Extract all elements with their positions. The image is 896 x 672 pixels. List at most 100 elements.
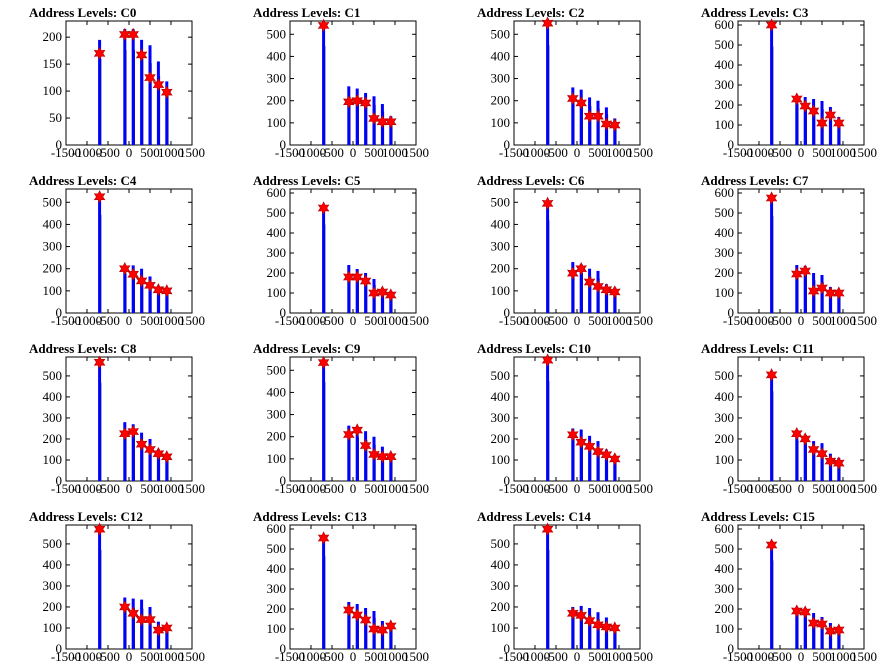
x-tick-label: -1000	[72, 481, 102, 496]
x-tick-label: -1500	[499, 145, 529, 160]
panel-title: Address Levels: C3	[701, 5, 809, 20]
histogram-spike-1	[571, 606, 575, 649]
y-tick-label: 100	[491, 452, 511, 467]
peak-marker-0	[541, 353, 554, 367]
peak-marker-2	[575, 608, 587, 623]
peak-marker-6	[385, 619, 397, 633]
histogram-spike-3	[588, 268, 592, 313]
peak-marker-3	[807, 442, 820, 457]
x-tick-label: 1500	[851, 313, 877, 328]
x-tick-label: -500	[768, 481, 792, 496]
x-tick-label: 500	[364, 481, 384, 496]
histogram-spike-6	[837, 291, 841, 313]
peak-marker-0	[93, 46, 106, 61]
peak-marker-4	[816, 116, 828, 130]
x-tick-label: -1500	[723, 313, 753, 328]
y-tick-label: 200	[267, 429, 287, 444]
x-tick-label: -500	[96, 481, 120, 496]
x-tick-label: 1000	[382, 313, 408, 328]
y-tick-label: 200	[267, 601, 287, 616]
x-tick-label: 1500	[627, 145, 653, 160]
histogram-spike-0	[770, 541, 774, 649]
plot-frame	[289, 20, 417, 146]
y-tick-label: 200	[491, 431, 511, 446]
x-tick-label: 0	[574, 313, 581, 328]
panel-title: Address Levels: C5	[253, 173, 361, 188]
peak-marker-2	[799, 605, 811, 619]
panel-c1: Address Levels: C1 0 100 200 300 400 500 -1500-…	[253, 5, 429, 160]
x-tick-label: 1000	[158, 649, 184, 664]
y-tick-label: 300	[491, 410, 511, 425]
y-tick-label: 300	[715, 245, 735, 260]
x-tick-label: 0	[798, 649, 805, 664]
histogram-spike-1	[123, 422, 127, 481]
histogram-spike-2	[355, 269, 359, 313]
y-tick-label: 100	[267, 451, 287, 466]
y-tick-label: 300	[491, 578, 511, 593]
y-tick-label: 0	[280, 473, 287, 488]
histogram-spike-1	[795, 607, 799, 649]
peak-marker-6	[385, 115, 397, 129]
x-tick-label: 1000	[158, 145, 184, 160]
histogram-spike-3	[364, 608, 368, 649]
panel-title: Address Levels: C9	[253, 341, 361, 356]
histogram-spike-2	[579, 605, 583, 649]
y-tick-label: 500	[491, 26, 511, 41]
peak-marker-3	[583, 439, 596, 453]
peak-marker-3	[807, 616, 820, 630]
peak-marker-3	[135, 437, 148, 451]
x-tick-label: -500	[96, 145, 120, 160]
histogram-spike-4	[596, 441, 600, 481]
histogram-spike-6	[613, 287, 617, 313]
peak-marker-2	[127, 267, 139, 281]
histogram-spike-3	[812, 441, 816, 481]
y-tick-label: 300	[267, 407, 287, 422]
x-tick-label: 0	[350, 649, 357, 664]
x-tick-label: -1000	[520, 649, 550, 664]
peak-marker-1	[791, 427, 803, 441]
histogram-spike-2	[355, 427, 359, 481]
x-tick-label: -1000	[744, 313, 774, 328]
panel-c4: Address Levels: C4 0 100 200 300 400 500 -1500-…	[29, 173, 205, 328]
histogram-spike-2	[355, 88, 359, 145]
panel-c9: Address Levels: C9 0 100 200 300 400 500 -1500-…	[253, 341, 429, 496]
histogram-spike-0	[98, 361, 102, 481]
y-tick-label: 400	[267, 384, 287, 399]
y-tick-label: 400	[715, 389, 735, 404]
plot-frame	[289, 188, 417, 314]
peak-marker-3	[359, 274, 372, 288]
plot-frame	[289, 356, 417, 482]
peak-marker-3	[583, 275, 596, 289]
peak-marker-6	[161, 85, 173, 99]
x-tick-label: 500	[812, 481, 832, 496]
peak-marker-1	[791, 92, 803, 106]
x-tick-label: -1500	[499, 313, 529, 328]
x-tick-label: -1500	[499, 649, 529, 664]
peak-marker-0	[541, 196, 554, 211]
peak-marker-2	[351, 270, 363, 284]
peak-marker-0	[317, 18, 330, 33]
y-tick-label: 100	[715, 452, 735, 467]
y-tick-label: 300	[43, 239, 63, 254]
peak-marker-0	[541, 522, 554, 536]
peak-marker-4	[816, 281, 828, 295]
histogram-spike-1	[347, 602, 351, 649]
histogram-spike-6	[613, 625, 617, 649]
y-tick-label: 200	[491, 599, 511, 614]
x-tick-label: -1000	[72, 649, 102, 664]
y-tick-label: 300	[267, 581, 287, 596]
peak-marker-2	[575, 96, 587, 110]
plot-frame	[65, 356, 193, 482]
x-tick-label: -1500	[723, 145, 753, 160]
x-tick-label: -1000	[520, 481, 550, 496]
x-tick-label: -500	[544, 649, 568, 664]
x-tick-label: 1000	[830, 481, 856, 496]
y-tick-label: 100	[43, 452, 63, 467]
histogram-spike-6	[389, 116, 393, 145]
y-tick-label: 500	[43, 194, 63, 209]
histogram-spike-0	[770, 371, 774, 481]
histogram-spike-0	[546, 359, 550, 481]
histogram-spike-5	[380, 446, 384, 481]
histogram-spike-1	[571, 87, 575, 145]
histogram-spike-5	[604, 284, 608, 313]
